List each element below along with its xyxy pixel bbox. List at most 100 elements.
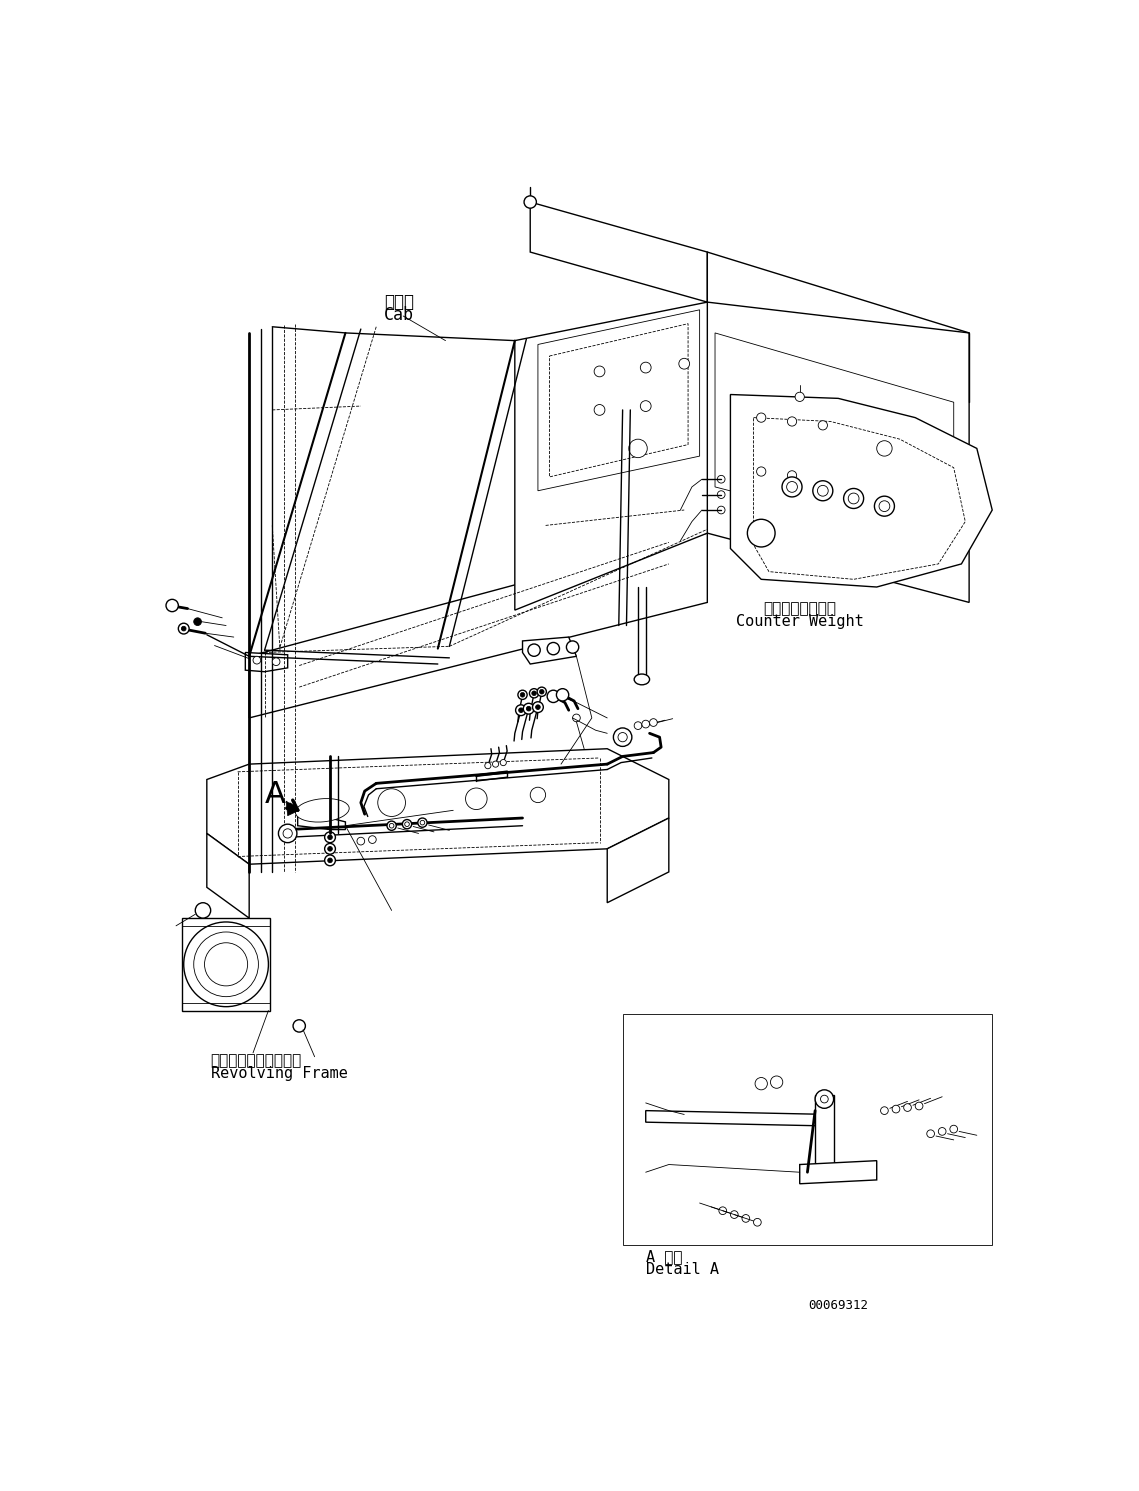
Circle shape [328,857,333,863]
Circle shape [818,420,827,429]
Circle shape [540,689,544,693]
Circle shape [530,689,539,698]
Circle shape [849,494,859,504]
Circle shape [718,491,726,498]
Circle shape [573,714,580,722]
Circle shape [719,1206,727,1215]
Circle shape [787,471,796,480]
Circle shape [485,762,491,769]
Polygon shape [531,201,707,303]
Circle shape [718,476,726,483]
Circle shape [679,358,689,370]
Circle shape [756,467,765,476]
Circle shape [253,656,261,663]
Circle shape [278,825,297,842]
Circle shape [325,832,335,842]
Circle shape [532,690,536,696]
Circle shape [787,482,797,492]
Circle shape [844,489,863,508]
Circle shape [526,707,531,711]
Circle shape [875,497,894,516]
Circle shape [521,692,525,698]
Circle shape [640,401,652,412]
Polygon shape [249,534,707,719]
Circle shape [618,732,628,743]
Text: カウンタウエイト: カウンタウエイト [763,601,836,616]
Circle shape [877,441,892,456]
Circle shape [718,505,726,514]
Text: A: A [264,780,286,808]
Circle shape [879,501,890,511]
Circle shape [787,417,796,426]
Circle shape [547,643,559,655]
Circle shape [741,1215,749,1223]
Circle shape [272,658,280,665]
Circle shape [195,902,211,918]
Circle shape [880,1106,888,1114]
Polygon shape [730,395,992,587]
Circle shape [531,787,546,802]
Circle shape [179,623,189,634]
Circle shape [629,440,647,458]
Circle shape [818,486,828,497]
Circle shape [166,599,179,611]
Polygon shape [623,1014,992,1245]
Circle shape [492,760,499,768]
Circle shape [756,413,765,422]
Polygon shape [538,310,699,491]
Circle shape [205,942,247,986]
Circle shape [418,819,427,828]
Polygon shape [715,332,953,549]
Circle shape [284,829,293,838]
Circle shape [328,847,333,851]
Circle shape [524,195,536,209]
Circle shape [518,690,527,699]
Text: Detail A: Detail A [646,1263,719,1278]
Circle shape [194,617,202,626]
Polygon shape [800,1160,877,1184]
Circle shape [634,722,642,729]
Circle shape [328,835,333,839]
Polygon shape [754,417,965,580]
Circle shape [387,822,396,830]
Circle shape [325,854,335,866]
Polygon shape [515,303,707,610]
Polygon shape [207,833,249,918]
Circle shape [357,838,364,845]
Circle shape [927,1130,934,1138]
Circle shape [820,1096,828,1103]
Circle shape [916,1102,923,1109]
Polygon shape [607,819,669,902]
Circle shape [390,823,394,828]
Circle shape [770,1077,782,1088]
Polygon shape [207,748,669,865]
Circle shape [939,1127,947,1135]
Circle shape [747,519,775,547]
Polygon shape [523,637,576,663]
Circle shape [816,1090,834,1108]
Circle shape [892,1105,900,1112]
Circle shape [566,641,579,653]
Circle shape [404,822,409,826]
Polygon shape [816,1096,835,1172]
Text: A 詳細: A 詳細 [646,1249,682,1264]
Polygon shape [297,814,345,829]
Circle shape [595,365,605,377]
Circle shape [782,477,802,497]
Circle shape [754,1218,761,1226]
Polygon shape [549,324,688,477]
Text: レボルビングフレーム: レボルビングフレーム [211,1053,302,1068]
Circle shape [755,1078,768,1090]
Circle shape [516,705,526,716]
Circle shape [500,759,507,766]
Polygon shape [646,1111,830,1126]
Circle shape [903,1103,911,1111]
Circle shape [518,708,523,713]
Circle shape [547,690,559,702]
Text: 00069312: 00069312 [809,1299,868,1312]
Circle shape [535,705,540,710]
Circle shape [420,820,425,825]
Text: キャブ: キャブ [384,292,413,312]
Circle shape [194,932,259,996]
Circle shape [614,728,632,747]
